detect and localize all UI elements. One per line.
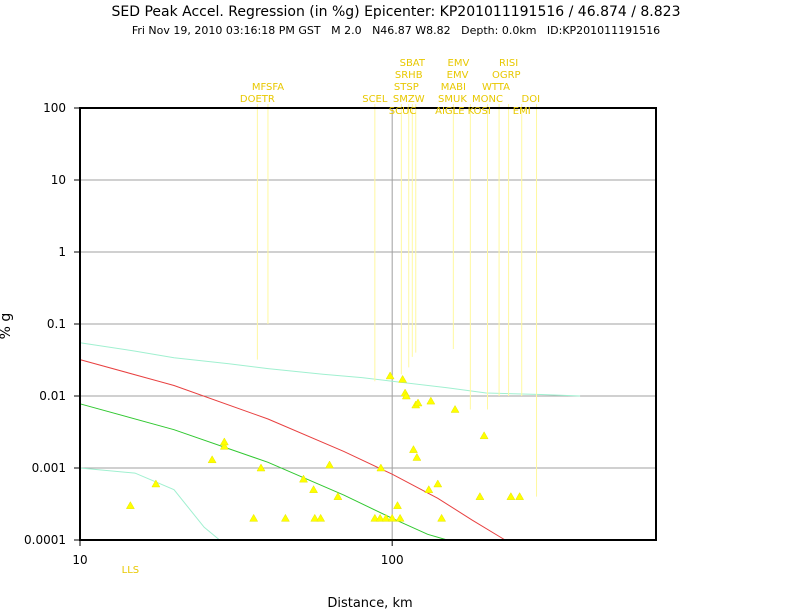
observed-points	[125, 371, 525, 522]
data-point	[401, 391, 411, 400]
data-point	[433, 479, 443, 488]
station-label: KOSI	[468, 106, 491, 117]
station-label: SBAT	[400, 58, 426, 69]
data-point	[376, 463, 386, 472]
station-label: EMV	[447, 70, 469, 81]
data-point	[333, 492, 343, 500]
station-label: AIGLE	[435, 106, 464, 117]
station-lines	[256, 104, 538, 497]
data-point	[413, 398, 423, 407]
data-point	[381, 513, 391, 522]
data-point	[207, 455, 217, 464]
tick-labels: 100 10 1 0.1 0.01 0.001 0.0001 10 100	[24, 101, 404, 567]
data-point	[310, 513, 320, 522]
data-point	[475, 492, 485, 500]
station-label: EMI	[513, 106, 531, 117]
data-point	[409, 445, 418, 453]
station-label: DOETR	[240, 94, 275, 105]
x-axis-label: Distance, km	[327, 596, 413, 611]
data-point	[299, 474, 308, 483]
station-labels: MFSFADOETRSBATSRHBSTSPSMZWSCELSCUCEMVMAB…	[122, 58, 540, 576]
station-label: MABI	[441, 82, 466, 93]
data-point	[375, 513, 385, 522]
y-tick-label: 0.1	[47, 317, 66, 331]
data-point	[393, 501, 402, 509]
data-point	[479, 431, 489, 440]
regression-curve	[79, 342, 581, 397]
data-point	[506, 492, 516, 500]
data-point	[515, 492, 525, 500]
station-label: MONC	[472, 94, 503, 105]
y-tick-label: 0.001	[32, 461, 66, 475]
data-point	[387, 513, 397, 522]
station-label: STSP	[394, 82, 419, 93]
data-point	[437, 513, 447, 522]
station-label: LLS	[122, 565, 140, 576]
regression-curve	[79, 403, 448, 541]
regression-curves	[79, 342, 581, 541]
data-point	[450, 404, 460, 413]
data-point	[125, 501, 135, 509]
station-label: MFSFA	[252, 82, 284, 93]
data-point	[398, 374, 408, 383]
station-label: WTTA	[482, 82, 510, 93]
data-point	[325, 460, 334, 469]
station-label: EMV	[448, 58, 470, 69]
data-point	[219, 437, 229, 446]
data-point	[424, 485, 434, 493]
data-point	[249, 513, 259, 522]
y-tick-label: 10	[51, 173, 66, 187]
station-label: SCUC	[389, 106, 417, 117]
y-tick-label: 0.01	[39, 389, 66, 403]
station-label: DOI	[522, 94, 541, 105]
y-tick-label: 0.0001	[24, 533, 66, 547]
data-point	[395, 513, 405, 522]
y-tick-label: 100	[43, 101, 66, 115]
station-label: SMUK	[438, 94, 467, 105]
data-point	[385, 371, 395, 380]
grid-layer	[79, 107, 656, 541]
data-point	[151, 479, 161, 488]
data-point	[316, 513, 326, 522]
station-label: SMZW	[393, 94, 425, 105]
data-point	[309, 485, 318, 493]
regression-curve	[79, 467, 220, 541]
x-tick-label: 100	[381, 553, 404, 567]
data-point	[426, 396, 436, 405]
chart-subtitle: Fri Nov 19, 2010 03:16:18 PM GST M 2.0 N…	[131, 24, 661, 37]
chart-title: SED Peak Accel. Regression (in %g) Epice…	[111, 4, 681, 20]
station-label: SRHB	[395, 70, 423, 81]
data-point	[280, 513, 290, 522]
regression-curve	[79, 359, 506, 541]
station-label: RISI	[499, 58, 518, 69]
station-label: OGRP	[492, 70, 521, 81]
y-tick-label: 1	[58, 245, 66, 259]
x-tick-label: 10	[72, 553, 87, 567]
data-point	[412, 452, 422, 461]
data-point	[219, 441, 229, 450]
data-point	[256, 463, 266, 472]
y-axis-label: % g	[0, 306, 14, 346]
station-label: SCEL	[362, 94, 388, 105]
